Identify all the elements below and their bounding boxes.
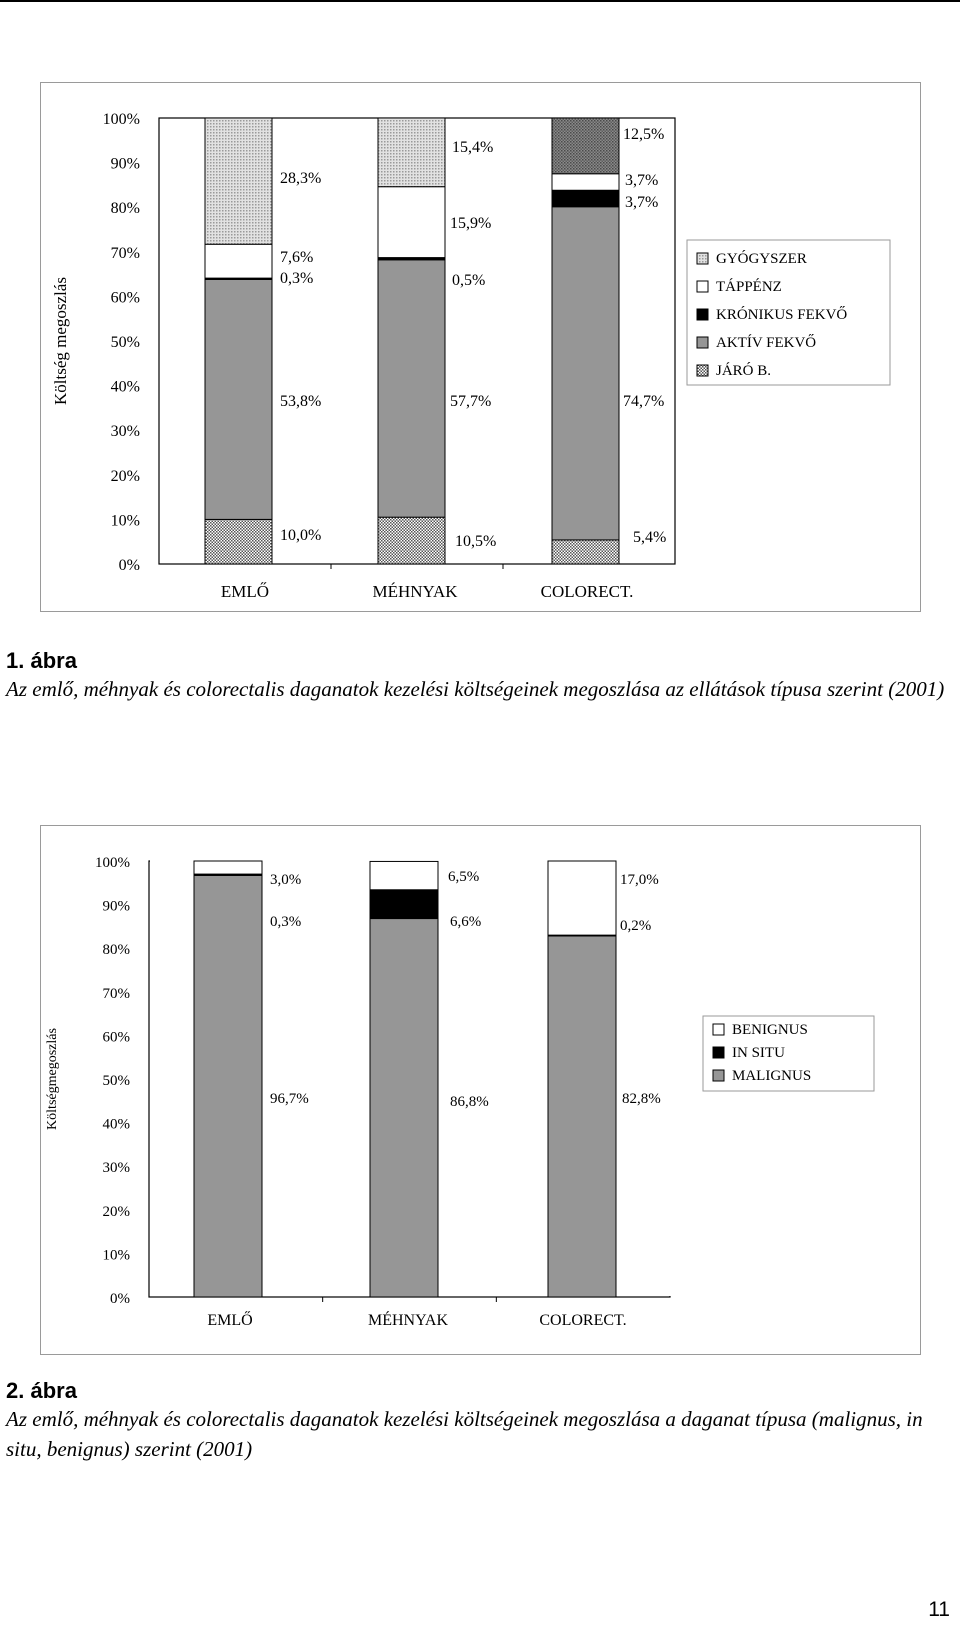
bar-mehnyak-in-situ bbox=[369, 889, 439, 920]
y-axis-title: Költségmegoszlás bbox=[45, 1028, 60, 1130]
bar-colorect-malignus bbox=[547, 935, 617, 1298]
category-label: MÉHNYAK bbox=[368, 1310, 448, 1329]
legend-label: IN SITU bbox=[732, 1045, 785, 1061]
y-tick-label: 80% bbox=[111, 200, 140, 217]
data-label: 0,5% bbox=[452, 272, 485, 289]
legend-label: JÁRÓ B. bbox=[716, 362, 771, 379]
y-tick-label: 50% bbox=[111, 334, 140, 351]
bar-mehnyak-benignus bbox=[369, 860, 439, 891]
figure-2-caption: 2. ábra Az emlő, méhnyak és colorectalis… bbox=[6, 1378, 956, 1464]
data-label: 5,4% bbox=[633, 529, 666, 546]
y-tick-label: 60% bbox=[103, 1029, 131, 1045]
y-tick-label: 20% bbox=[111, 468, 140, 485]
y-tick-label: 100% bbox=[95, 855, 130, 871]
y-tick-label: 60% bbox=[111, 289, 140, 306]
data-label: 0,3% bbox=[280, 270, 313, 287]
data-label: 6,6% bbox=[450, 914, 481, 930]
data-label: 86,8% bbox=[450, 1094, 489, 1110]
data-label: 15,4% bbox=[452, 139, 493, 156]
legend-swatch-malignus bbox=[712, 1069, 725, 1082]
figure-2-number: 2. ábra bbox=[6, 1378, 77, 1403]
legend-swatch-in-situ bbox=[712, 1046, 725, 1059]
data-label: 3,7% bbox=[625, 194, 658, 211]
figure-1-caption: 1. ábra Az emlő, méhnyak és colorectalis… bbox=[6, 648, 956, 704]
data-label: 7,6% bbox=[280, 249, 313, 266]
bar-mehnyak-aktiv-fekvo bbox=[377, 259, 446, 518]
bar-mehnyak-jaro-b bbox=[377, 516, 446, 565]
y-tick-label: 40% bbox=[111, 379, 140, 396]
category-label: COLORECT. bbox=[541, 582, 634, 601]
y-tick-label: 30% bbox=[103, 1160, 131, 1176]
data-label: 3,0% bbox=[270, 872, 301, 888]
category-label: COLORECT. bbox=[539, 1312, 626, 1329]
bar-emlo-jaro-b bbox=[204, 518, 273, 565]
bar-emlo-tappenz bbox=[204, 243, 273, 279]
y-tick-label: 20% bbox=[103, 1204, 131, 1220]
y-tick-label: 0% bbox=[110, 1291, 130, 1307]
bar-emlo-malignus bbox=[193, 874, 263, 1298]
data-label: 0,2% bbox=[620, 918, 651, 934]
data-label: 6,5% bbox=[448, 869, 479, 885]
bar-colorect-gyogyszer bbox=[551, 117, 620, 175]
bar-emlo-benignus bbox=[193, 860, 263, 875]
y-tick-label: 70% bbox=[103, 986, 131, 1002]
figure-1-text: Az emlő, méhnyak és colorectalis daganat… bbox=[6, 677, 945, 701]
y-tick-label: 70% bbox=[111, 245, 140, 262]
y-tick-label: 30% bbox=[111, 423, 140, 440]
data-label: 0,3% bbox=[270, 914, 301, 930]
bar-emlo-gyogyszer bbox=[204, 117, 273, 245]
legend-label: TÁPPÉNZ bbox=[716, 278, 782, 295]
category-label: MÉHNYAK bbox=[373, 582, 459, 601]
y-tick-label: 0% bbox=[119, 557, 140, 574]
legend-box bbox=[702, 1015, 875, 1092]
legend-swatch-kronikus-fekvo bbox=[696, 308, 709, 321]
legend-swatch-jaro-b bbox=[696, 364, 709, 377]
data-label: 3,7% bbox=[625, 172, 658, 189]
legend-label: KRÓNIKUS FEKVŐ bbox=[716, 306, 847, 323]
data-label: 28,3% bbox=[280, 170, 321, 187]
data-label: 53,8% bbox=[280, 393, 321, 410]
legend-label: MALIGNUS bbox=[732, 1068, 811, 1084]
page-number: 11 bbox=[928, 1598, 950, 1621]
category-label: EMLŐ bbox=[207, 1310, 252, 1329]
figure-1-number: 1. ábra bbox=[6, 648, 77, 673]
chart-2: 0% 10% 20% 30% 40% 50% 60% 70% 80% 90% 100% Költség… bbox=[45, 855, 875, 1329]
legend-box bbox=[686, 239, 891, 386]
y-tick-label: 90% bbox=[103, 899, 131, 915]
bar-colorect-aktiv-fekvo bbox=[551, 206, 620, 541]
data-label: 15,9% bbox=[450, 215, 491, 232]
y-tick-label: 90% bbox=[111, 156, 140, 173]
data-label: 12,5% bbox=[623, 126, 664, 143]
figure-2-text: Az emlő, méhnyak és colorectalis daganat… bbox=[6, 1407, 923, 1461]
legend-swatch-gyogyszer bbox=[696, 252, 709, 265]
legend-swatch-benignus bbox=[712, 1023, 725, 1036]
y-tick-label: 40% bbox=[103, 1117, 131, 1133]
bar-mehnyak-tappenz bbox=[377, 186, 446, 259]
bar-colorect-benignus bbox=[547, 860, 617, 936]
legend-label: GYÓGYSZER bbox=[716, 250, 807, 267]
y-tick-label: 10% bbox=[111, 512, 140, 529]
y-tick-label: 10% bbox=[103, 1247, 131, 1263]
category-label: EMLŐ bbox=[221, 582, 269, 601]
legend-swatch-tappenz bbox=[696, 280, 709, 293]
y-axis-title: Költség megoszlás bbox=[51, 277, 70, 405]
top-rule bbox=[0, 0, 960, 2]
legend-swatch-aktiv-fekvo bbox=[696, 336, 709, 349]
y-tick-label: 80% bbox=[103, 942, 131, 958]
y-tick-label: 50% bbox=[103, 1073, 131, 1089]
data-label: 96,7% bbox=[270, 1091, 309, 1107]
data-label: 10,0% bbox=[280, 527, 321, 544]
legend-label: AKTÍV FEKVŐ bbox=[716, 334, 816, 351]
data-label: 74,7% bbox=[623, 393, 664, 410]
legend-label: BENIGNUS bbox=[732, 1022, 808, 1038]
bar-mehnyak-gyogyszer bbox=[377, 117, 446, 188]
data-label: 82,8% bbox=[622, 1091, 661, 1107]
chart-1: 0% 10% 20% 30% 40% 50% 60% 70% 80% 90% 100% Költség… bbox=[51, 111, 891, 601]
data-label: 10,5% bbox=[455, 533, 496, 550]
bar-mehnyak-malignus bbox=[369, 918, 439, 1298]
y-tick-label: 100% bbox=[103, 111, 140, 128]
data-label: 57,7% bbox=[450, 393, 491, 410]
data-label: 17,0% bbox=[620, 872, 659, 888]
